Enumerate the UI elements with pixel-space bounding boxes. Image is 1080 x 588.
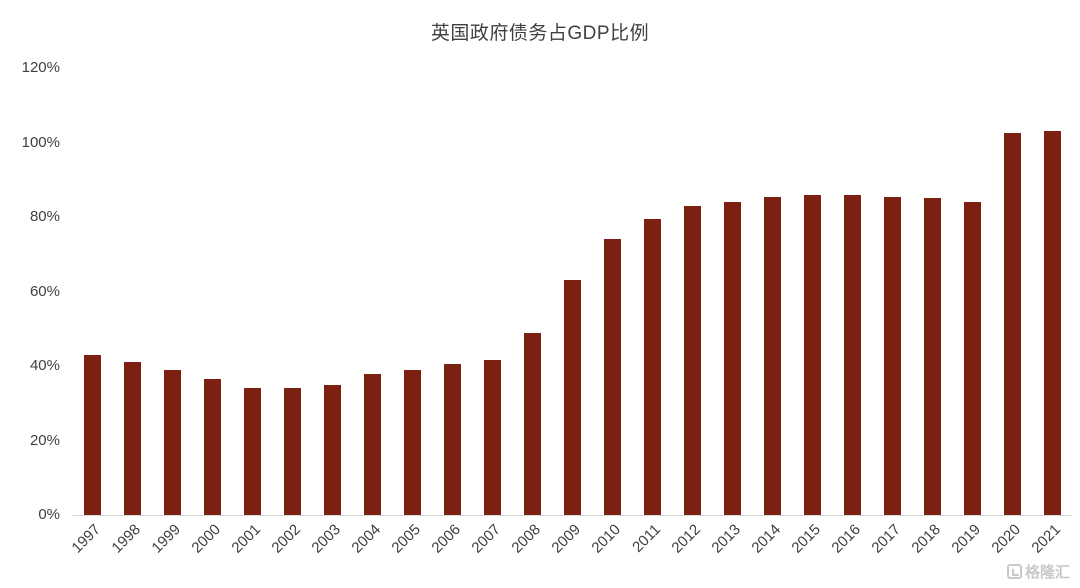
bar-2003 <box>323 384 341 515</box>
plot-area: 0% 20% 40% 60% 80% 100% 120% 1997 1998 1999 2000 20… <box>22 59 1072 557</box>
bar-2012 <box>683 205 701 515</box>
y-axis-tick-label: 80% <box>29 208 60 225</box>
bar-2001 <box>243 388 261 515</box>
bar-2004 <box>363 373 381 515</box>
bar-2016 <box>843 194 861 515</box>
bar-1997 <box>83 354 101 515</box>
bar-2007 <box>483 360 501 515</box>
bar-2010 <box>603 239 621 515</box>
chart-title: 英国政府债务占GDP比例 <box>430 23 650 44</box>
bar-2005 <box>403 369 421 515</box>
gelonghui-logo-icon <box>1006 564 1022 579</box>
bar-2013 <box>723 202 741 515</box>
bar-2000 <box>203 379 221 515</box>
y-axis-tick-label: 100% <box>21 133 60 151</box>
bar-2020 <box>1003 133 1021 515</box>
bar-2018 <box>923 198 941 515</box>
y-axis-tick-label: 60% <box>29 282 60 300</box>
bar-2011 <box>643 218 661 515</box>
bar-2015 <box>803 194 821 515</box>
bar-2006 <box>443 364 461 515</box>
bar-1998 <box>123 362 141 515</box>
watermark: 格隆汇 <box>1006 561 1070 582</box>
y-axis-tick-label: 0% <box>38 506 60 523</box>
bar-2014 <box>763 196 781 515</box>
bar-2002 <box>283 388 301 515</box>
y-axis-tick-label: 20% <box>29 431 60 449</box>
bar-1999 <box>163 369 181 515</box>
bar-2017 <box>883 196 901 515</box>
bar-2009 <box>563 280 581 515</box>
bar-2019 <box>963 202 981 515</box>
y-axis-tick-label: 40% <box>29 357 60 374</box>
y-axis-tick-label: 120% <box>21 59 60 76</box>
watermark-text: 格隆汇 <box>1024 564 1070 581</box>
bar-2008 <box>523 332 541 515</box>
bar-2021 <box>1043 131 1061 515</box>
